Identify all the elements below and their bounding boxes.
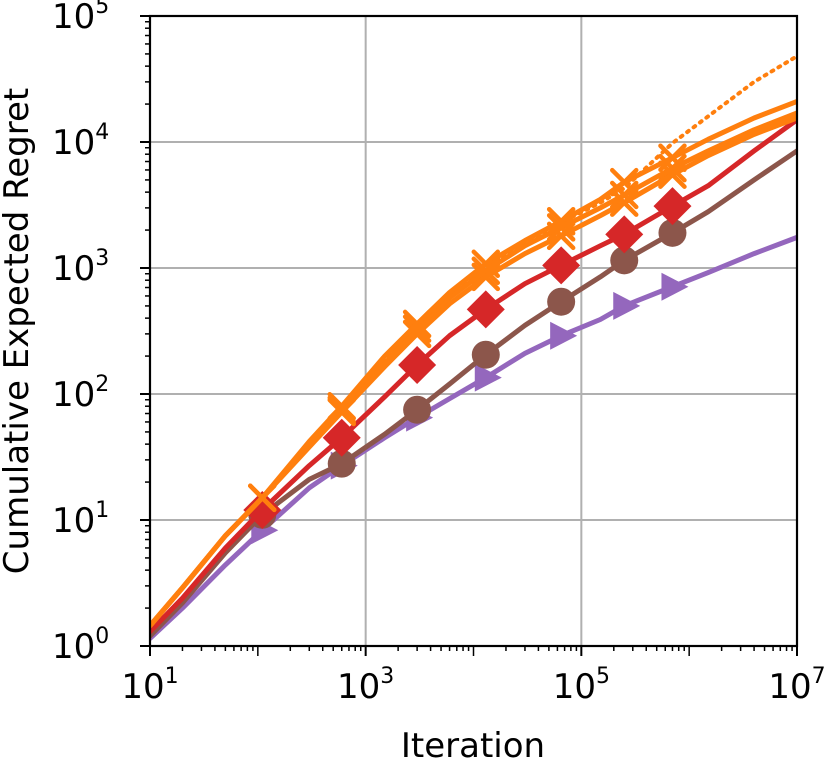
y-tick-label: 100	[52, 624, 109, 667]
triangle-marker	[474, 363, 502, 392]
circle-marker	[471, 340, 500, 369]
major-ticks	[140, 15, 798, 656]
circle-marker	[658, 218, 687, 247]
x-tick-label: 105	[553, 664, 610, 707]
x-marker	[546, 206, 576, 236]
x-marker	[471, 256, 501, 286]
triangle-marker	[613, 291, 641, 320]
x-marker	[471, 249, 501, 279]
y-tick-label: 105	[52, 0, 109, 37]
y-tick-label: 103	[52, 246, 109, 289]
x-marker	[658, 143, 687, 172]
triangle-marker	[550, 321, 578, 350]
series-line	[150, 115, 797, 629]
y-axis-label: Cumulative Expected Regret	[0, 88, 37, 574]
x-marker	[609, 167, 639, 197]
diamond-marker	[243, 491, 282, 530]
x-tick-label: 101	[121, 664, 178, 707]
series-layer	[150, 54, 797, 641]
y-tick-label: 104	[52, 120, 109, 163]
series-2	[150, 117, 797, 635]
plot-frame	[148, 14, 799, 648]
diamond-marker	[322, 418, 361, 457]
series-0	[150, 234, 797, 641]
x-marker	[327, 391, 356, 421]
circle-marker	[327, 449, 356, 478]
y-tick-label: 102	[52, 372, 109, 415]
grid-lines	[150, 16, 797, 646]
series-6	[150, 98, 797, 629]
x-marker	[609, 188, 639, 217]
series-5	[150, 115, 797, 629]
diamond-marker	[466, 290, 505, 329]
x-marker	[327, 397, 356, 427]
circle-marker	[610, 246, 639, 275]
x-marker	[402, 314, 432, 343]
diamond-marker	[605, 215, 644, 254]
triangle-marker	[661, 272, 689, 301]
x-tick-label: 103	[337, 664, 394, 707]
x-tick-label: 107	[768, 664, 825, 707]
x-axis-label: Iteration	[401, 726, 545, 766]
series-line	[150, 117, 797, 635]
x-marker	[248, 483, 277, 513]
tick-labels: 101 103 105 107 100 101 102 103 104 105	[52, 0, 826, 707]
x-marker	[402, 319, 432, 349]
circle-marker	[547, 287, 576, 316]
y-tick-label: 101	[52, 498, 109, 541]
x-marker	[402, 309, 432, 339]
diamond-marker	[398, 345, 437, 384]
minor-ticks	[145, 21, 793, 656]
series-line	[150, 234, 797, 641]
diamond-marker	[542, 246, 581, 285]
diamond-marker	[653, 187, 692, 226]
circle-marker	[403, 395, 432, 424]
